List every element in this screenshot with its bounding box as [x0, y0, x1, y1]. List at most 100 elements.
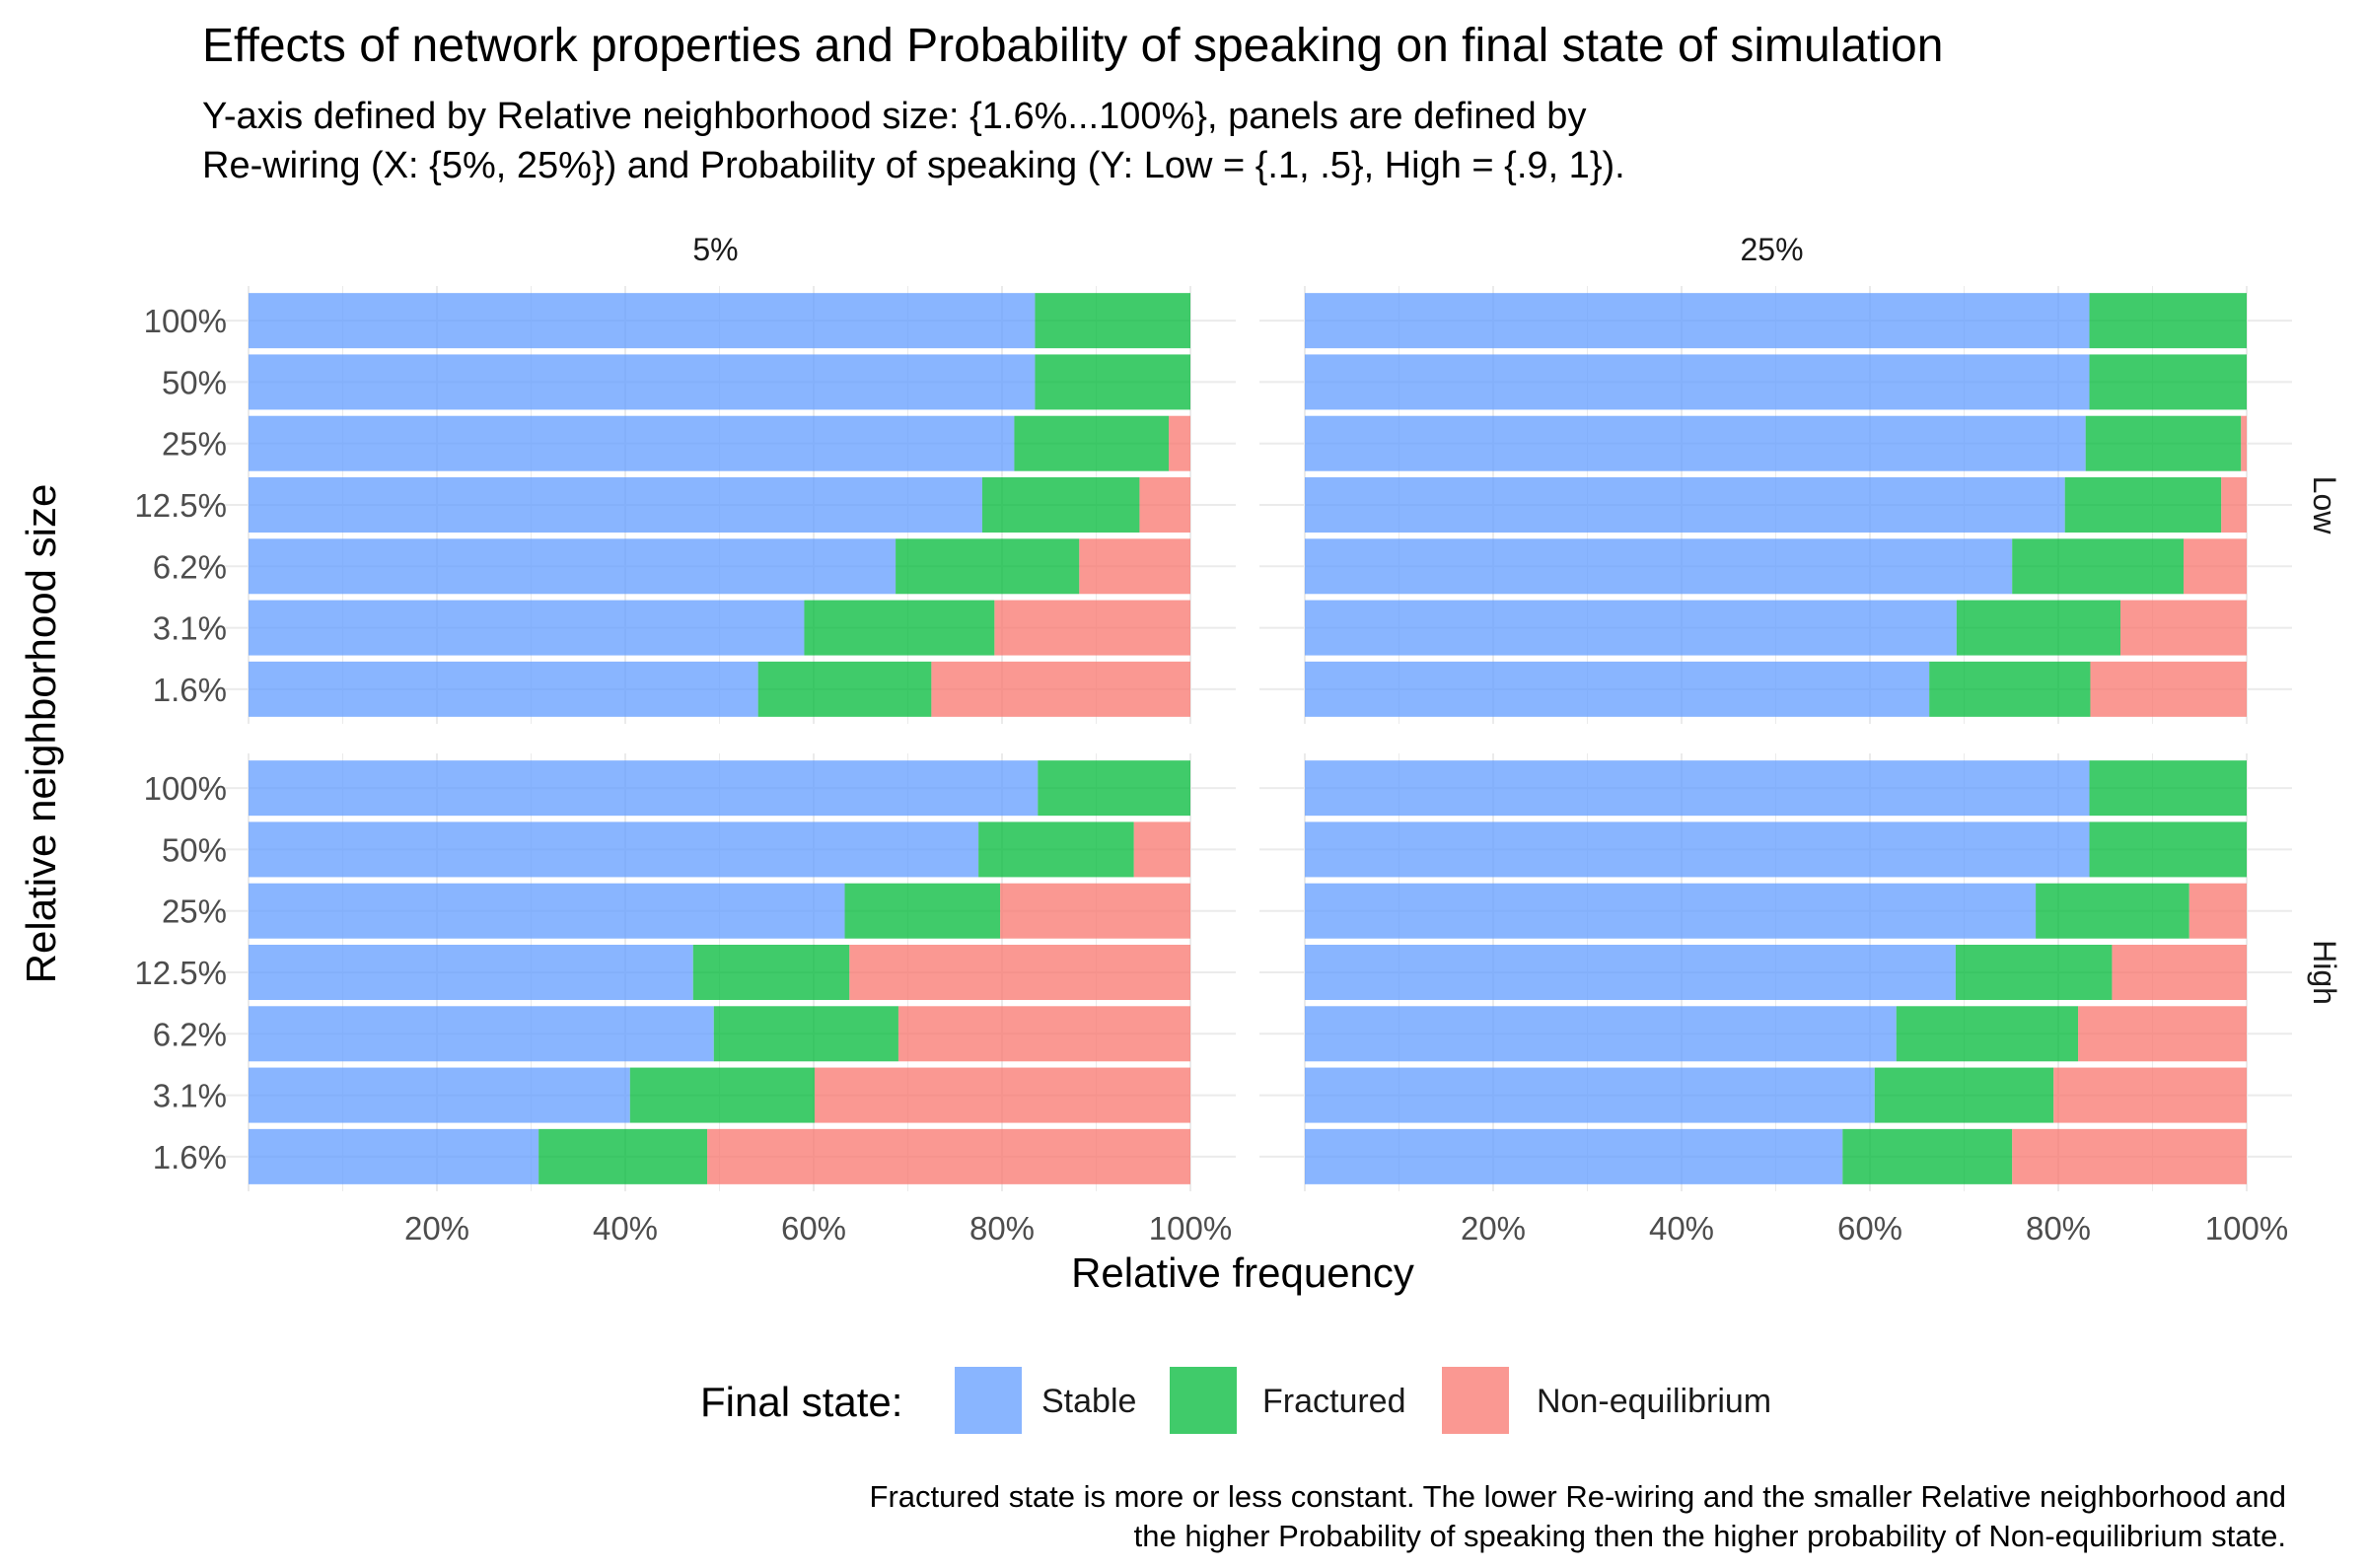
bar-fractured — [981, 477, 1140, 533]
bar-stable — [1305, 1128, 1843, 1184]
y-tick-label: 100% — [144, 770, 227, 807]
bar-non-equilibrium — [994, 600, 1190, 656]
x-tick-label: 60% — [1837, 1210, 1902, 1247]
bar-non-equilibrium — [849, 945, 1190, 1000]
x-tick-label: 20% — [404, 1210, 469, 1247]
bar-stable — [249, 293, 1036, 349]
bar-fractured — [978, 821, 1134, 878]
bar-stable — [1305, 1067, 1875, 1123]
bar-non-equilibrium — [707, 1128, 1190, 1184]
y-tick-label: 50% — [162, 364, 227, 400]
bar-stable — [1305, 477, 2065, 533]
x-tick-label: 80% — [969, 1210, 1035, 1247]
legend-swatch-stable — [955, 1367, 1022, 1434]
legend: Final state: Stable Fractured Non-equili… — [700, 1367, 1771, 1434]
bar-stable — [1305, 1006, 1897, 1062]
legend-swatch-non-equilibrium — [1442, 1367, 1509, 1434]
legend-swatch-fractured — [1170, 1367, 1237, 1434]
bar-fractured — [2089, 354, 2247, 410]
bar-stable — [249, 538, 897, 595]
y-tick-label: 3.1% — [153, 610, 227, 647]
caption-line-1: Fractured state is more or less constant… — [870, 1479, 2286, 1514]
bar-non-equilibrium — [2078, 1006, 2247, 1062]
bar-stable — [249, 1128, 539, 1184]
y-axis-title: Relative neighborhood size — [18, 484, 64, 984]
facet-row-label: Low — [2307, 476, 2342, 535]
bar-fractured — [757, 661, 932, 717]
bar-stable — [1305, 760, 2090, 817]
bar-fractured — [629, 1067, 815, 1123]
x-tick-label: 60% — [781, 1210, 846, 1247]
x-tick-label: 20% — [1461, 1210, 1526, 1247]
legend-title: Final state: — [700, 1379, 902, 1425]
bar-stable — [249, 821, 979, 878]
y-tick-label: 6.2% — [153, 548, 227, 585]
bar-stable — [249, 1006, 714, 1062]
bar-stable — [249, 1067, 630, 1123]
bar-non-equilibrium — [1169, 415, 1190, 471]
y-tick-label: 1.6% — [153, 1139, 227, 1176]
bar-non-equilibrium — [2090, 661, 2247, 717]
bar-fractured — [1014, 415, 1170, 471]
bar-fractured — [896, 538, 1080, 595]
bar-stable — [249, 883, 845, 939]
bar-stable — [1305, 600, 1957, 656]
bar-stable — [249, 477, 982, 533]
bar-stable — [1305, 945, 1956, 1000]
bar-fractured — [2085, 415, 2242, 471]
x-tick-label: 100% — [1149, 1210, 1232, 1247]
chart-title: Effects of network properties and Probab… — [202, 20, 1943, 72]
x-tick-label: 40% — [593, 1210, 658, 1247]
bar-fractured — [844, 883, 1001, 939]
bar-non-equilibrium — [814, 1067, 1190, 1123]
bar-stable — [249, 661, 758, 717]
y-tick-label: 100% — [144, 303, 227, 339]
y-tick-label: 25% — [162, 426, 227, 463]
y-tick-label: 12.5% — [134, 487, 227, 524]
bar-fractured — [1035, 354, 1190, 410]
bar-fractured — [713, 1006, 898, 1062]
bar-non-equilibrium — [2053, 1067, 2247, 1123]
caption-line-2: the higher Probability of speaking then … — [1134, 1519, 2286, 1553]
bar-non-equilibrium — [1133, 821, 1190, 878]
bar-fractured — [1842, 1128, 2013, 1184]
bar-stable — [1305, 538, 2013, 595]
bar-non-equilibrium — [2112, 945, 2247, 1000]
bar-non-equilibrium — [931, 661, 1190, 717]
facet-row-label: High — [2307, 940, 2342, 1005]
bar-stable — [1305, 293, 2090, 349]
bar-fractured — [1874, 1067, 2054, 1123]
x-axis-title: Relative frequency — [1071, 1249, 1414, 1296]
bar-stable — [249, 600, 805, 656]
y-tick-label: 50% — [162, 831, 227, 868]
bar-non-equilibrium — [1000, 883, 1190, 939]
bar-non-equilibrium — [2120, 600, 2247, 656]
bar-non-equilibrium — [897, 1006, 1190, 1062]
bar-fractured — [1956, 600, 2121, 656]
bar-fractured — [2089, 821, 2247, 878]
panels: 5% 25% Low High 100% 50% 25% 12.5% 6.2% 3.1% 1.6% 1… — [134, 232, 2342, 1247]
y-tick-label: 6.2% — [153, 1016, 227, 1052]
legend-label-non-equilibrium: Non-equilibrium — [1537, 1383, 1771, 1420]
y-tick-label: 1.6% — [153, 672, 227, 708]
bar-stable — [249, 945, 693, 1000]
y-tick-label: 25% — [162, 893, 227, 930]
bar-fractured — [538, 1128, 708, 1184]
x-tick-label: 100% — [2205, 1210, 2288, 1247]
bar-non-equilibrium — [2012, 1128, 2247, 1184]
bar-non-equilibrium — [1079, 538, 1190, 595]
bar-stable — [1305, 354, 2090, 410]
bar-fractured — [1929, 661, 2091, 717]
bar-stable — [1305, 883, 2037, 939]
facet-column-label: 25% — [1740, 232, 1803, 267]
bar-fractured — [1038, 760, 1190, 817]
bar-non-equilibrium — [1139, 477, 1190, 533]
bar-fractured — [1955, 945, 2113, 1000]
bar-stable — [1305, 415, 2086, 471]
bar-fractured — [692, 945, 850, 1000]
bar-non-equilibrium — [2184, 538, 2247, 595]
bar-stable — [249, 415, 1015, 471]
bar-stable — [1305, 661, 1930, 717]
legend-label-stable: Stable — [1041, 1383, 1136, 1420]
bar-fractured — [804, 600, 995, 656]
